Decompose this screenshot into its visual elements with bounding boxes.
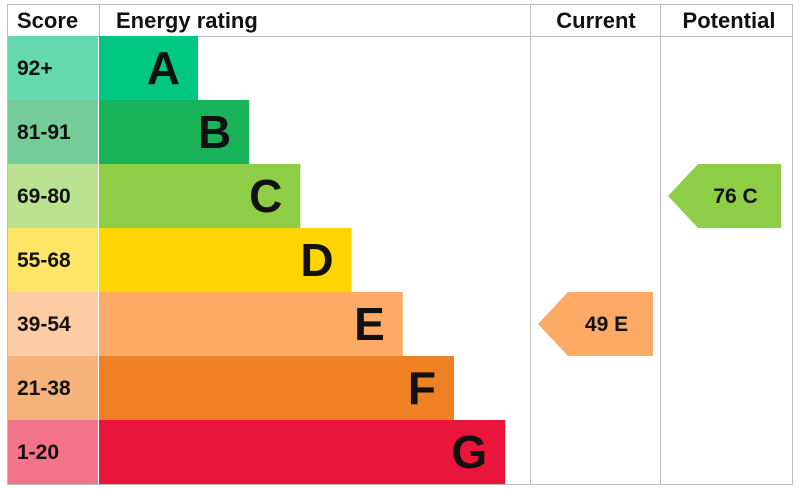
band-bar-e (99, 292, 403, 356)
score-cell-e (8, 292, 98, 356)
score-range-c: 69-80 (17, 185, 71, 208)
band-letter-g: G (451, 426, 487, 478)
score-cell-f (8, 356, 98, 420)
band-bar-a (99, 36, 198, 100)
score-range-d: 55-68 (17, 249, 71, 272)
score-header: Score (17, 8, 78, 33)
band-letter-f: F (408, 362, 436, 414)
current-marker-label: 49 E (585, 313, 628, 336)
band-letter-b: B (198, 106, 231, 158)
band-letter-c: C (249, 170, 282, 222)
score-cell-c (8, 164, 98, 228)
rating-markers: 49 E 76 C (538, 164, 781, 356)
current-marker (538, 292, 653, 356)
band-bar-g (99, 420, 506, 484)
score-cell-b (8, 100, 98, 164)
score-range-f: 21-38 (17, 377, 71, 400)
band-bar-f (99, 356, 454, 420)
potential-marker-label: 76 C (713, 185, 757, 208)
energy-rating-header: Energy rating (116, 8, 258, 33)
current-header: Current (556, 8, 636, 33)
score-range-a: 92+ (17, 57, 53, 80)
grid-lines (7, 4, 793, 485)
chart-frame (7, 4, 793, 485)
score-range-g: 1-20 (17, 441, 59, 464)
score-range-b: 81-91 (17, 121, 71, 144)
score-cell-d (8, 228, 98, 292)
band-bar-d (99, 228, 352, 292)
potential-header: Potential (683, 8, 776, 33)
score-cell-g (8, 420, 98, 484)
score-cell-a (8, 36, 98, 100)
band-bar-c (99, 164, 301, 228)
score-range-e: 39-54 (17, 313, 71, 336)
rating-bands: 92+ A 81-91 B 69-80 C 55-68 D 39-54 E 21-38 F 1-20 G (8, 36, 506, 484)
band-letter-e: E (354, 298, 385, 350)
band-letter-d: D (300, 234, 333, 286)
potential-marker (668, 164, 781, 228)
band-bar-b (99, 100, 250, 164)
band-letter-a: A (147, 42, 180, 94)
